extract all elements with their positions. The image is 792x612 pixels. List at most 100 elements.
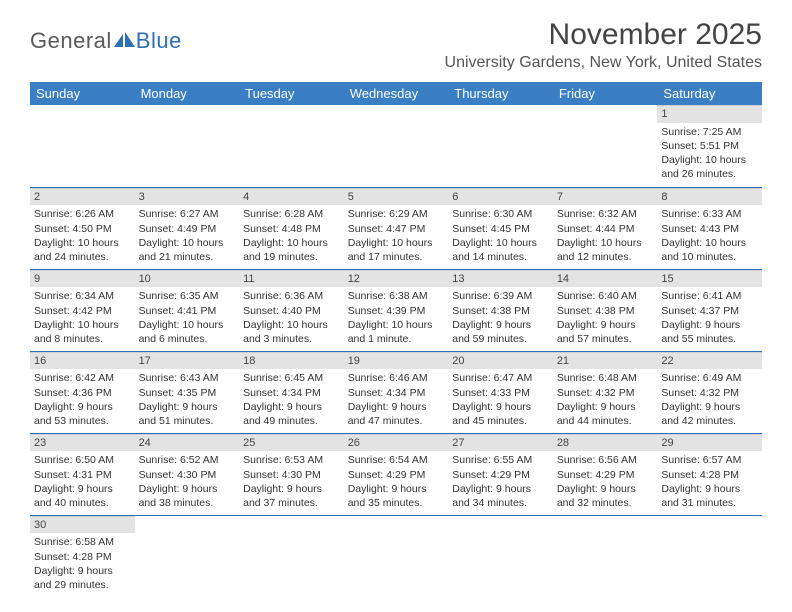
daylight-line-1: Daylight: 9 hours xyxy=(557,318,654,332)
daylight-line-2: and 1 minute. xyxy=(348,332,445,346)
daylight-line-2: and 59 minutes. xyxy=(452,332,549,346)
day-number: 18 xyxy=(239,352,344,370)
day-details: Sunrise: 6:38 AMSunset: 4:39 PMDaylight:… xyxy=(344,287,449,350)
calendar-cell: 4Sunrise: 6:28 AMSunset: 4:48 PMDaylight… xyxy=(239,187,344,269)
sunset-line: Sunset: 4:43 PM xyxy=(661,222,758,236)
day-number: 16 xyxy=(30,352,135,370)
day-number: 9 xyxy=(30,270,135,288)
daylight-line-2: and 53 minutes. xyxy=(34,414,131,428)
sunset-line: Sunset: 4:48 PM xyxy=(243,222,340,236)
calendar-cell: 17Sunrise: 6:43 AMSunset: 4:35 PMDayligh… xyxy=(135,351,240,433)
daylight-line-1: Daylight: 10 hours xyxy=(243,236,340,250)
calendar-week-row: 16Sunrise: 6:42 AMSunset: 4:36 PM Dayligh… xyxy=(30,351,762,433)
day-details: Sunrise: 6:48 AMSunset: 4:32 PMDaylight:… xyxy=(553,369,658,432)
sunrise-line: Sunrise: 6:36 AM xyxy=(243,289,340,303)
day-number: 20 xyxy=(448,352,553,370)
sunset-line: Sunset: 4:49 PM xyxy=(139,222,236,236)
day-header-row: Sunday Monday Tuesday Wednesday Thursday… xyxy=(30,82,762,105)
calendar-cell: 24Sunrise: 6:52 AMSunset: 4:30 PMDayligh… xyxy=(135,433,240,515)
calendar-week-row: 30Sunrise: 6:58 AMSunset: 4:28 PMDayligh… xyxy=(30,515,762,597)
day-details: Sunrise: 6:55 AMSunset: 4:29 PMDaylight:… xyxy=(448,451,553,514)
daylight-line-2: and 32 minutes. xyxy=(557,496,654,510)
day-number: 14 xyxy=(553,270,658,288)
day-number: 24 xyxy=(135,434,240,452)
day-details: Sunrise: 6:45 AMSunset: 4:34 PMDaylight:… xyxy=(239,369,344,432)
daylight-line-2: and 57 minutes. xyxy=(557,332,654,346)
calendar-cell: 12Sunrise: 6:38 AMSunset: 4:39 PMDayligh… xyxy=(344,269,449,351)
daylight-line-2: and 51 minutes. xyxy=(139,414,236,428)
calendar-cell: 19Sunrise: 6:46 AMSunset: 4:34 PMDayligh… xyxy=(344,351,449,433)
daylight-line-1: Daylight: 9 hours xyxy=(34,564,131,578)
day-number: 30 xyxy=(30,516,135,534)
day-details: Sunrise: 6:58 AMSunset: 4:28 PMDaylight:… xyxy=(30,533,135,596)
sunrise-line: Sunrise: 6:58 AM xyxy=(34,535,131,549)
day-details: Sunrise: 6:47 AMSunset: 4:33 PMDaylight:… xyxy=(448,369,553,432)
col-header: Wednesday xyxy=(344,82,449,105)
calendar-cell: 22Sunrise: 6:49 AMSunset: 4:32 PMDayligh… xyxy=(657,351,762,433)
day-details: Sunrise: 6:28 AMSunset: 4:48 PMDaylight:… xyxy=(239,205,344,268)
sunset-line: Sunset: 4:47 PM xyxy=(348,222,445,236)
daylight-line-2: and 40 minutes. xyxy=(34,496,131,510)
sunset-line: Sunset: 4:40 PM xyxy=(243,304,340,318)
day-number: 13 xyxy=(448,270,553,288)
calendar-cell: 1Sunrise: 7:25 AMSunset: 5:51 PMDaylight… xyxy=(657,105,762,187)
day-details: Sunrise: 6:50 AMSunset: 4:31 PMDaylight:… xyxy=(30,451,135,514)
calendar-cell xyxy=(135,515,240,597)
daylight-line-2: and 14 minutes. xyxy=(452,250,549,264)
daylight-line-1: Daylight: 9 hours xyxy=(661,400,758,414)
daylight-line-2: and 19 minutes. xyxy=(243,250,340,264)
daylight-line-2: and 55 minutes. xyxy=(661,332,758,346)
daylight-line-2: and 44 minutes. xyxy=(557,414,654,428)
calendar-cell: 11Sunrise: 6:36 AMSunset: 4:40 PMDayligh… xyxy=(239,269,344,351)
calendar-cell xyxy=(239,515,344,597)
calendar-cell: 8Sunrise: 6:33 AMSunset: 4:43 PMDaylight… xyxy=(657,187,762,269)
daylight-line-2: and 47 minutes. xyxy=(348,414,445,428)
sunset-line: Sunset: 4:30 PM xyxy=(139,468,236,482)
daylight-line-1: Daylight: 9 hours xyxy=(661,482,758,496)
calendar-cell xyxy=(344,515,449,597)
daylight-line-1: Daylight: 10 hours xyxy=(661,236,758,250)
sunset-line: Sunset: 4:28 PM xyxy=(661,468,758,482)
calendar-cell: 30Sunrise: 6:58 AMSunset: 4:28 PMDayligh… xyxy=(30,515,135,597)
daylight-line-2: and 34 minutes. xyxy=(452,496,549,510)
daylight-line-1: Daylight: 10 hours xyxy=(452,236,549,250)
day-details: Sunrise: 6:30 AMSunset: 4:45 PMDaylight:… xyxy=(448,205,553,268)
daylight-line-1: Daylight: 9 hours xyxy=(661,318,758,332)
day-number: 1 xyxy=(657,105,762,123)
daylight-line-1: Daylight: 9 hours xyxy=(452,400,549,414)
sunset-line: Sunset: 4:35 PM xyxy=(139,386,236,400)
calendar-week-row: 2Sunrise: 6:26 AMSunset: 4:50 PMDaylight… xyxy=(30,187,762,269)
day-number: 29 xyxy=(657,434,762,452)
day-details: Sunrise: 7:25 AMSunset: 5:51 PMDaylight:… xyxy=(657,123,762,186)
sunrise-line: Sunrise: 6:28 AM xyxy=(243,207,340,221)
col-header: Thursday xyxy=(448,82,553,105)
sunrise-line: Sunrise: 6:27 AM xyxy=(139,207,236,221)
sunset-line: Sunset: 4:50 PM xyxy=(34,222,131,236)
daylight-line-1: Daylight: 9 hours xyxy=(139,482,236,496)
daylight-line-2: and 29 minutes. xyxy=(34,578,131,592)
daylight-line-1: Daylight: 9 hours xyxy=(139,400,236,414)
day-number: 19 xyxy=(344,352,449,370)
daylight-line-2: and 8 minutes. xyxy=(34,332,131,346)
sunset-line: Sunset: 4:36 PM xyxy=(34,386,131,400)
daylight-line-2: and 24 minutes. xyxy=(34,250,131,264)
sunset-line: Sunset: 4:34 PM xyxy=(348,386,445,400)
day-number: 7 xyxy=(553,188,658,206)
daylight-line-2: and 12 minutes. xyxy=(557,250,654,264)
calendar-cell: 26Sunrise: 6:54 AMSunset: 4:29 PMDayligh… xyxy=(344,433,449,515)
day-number: 10 xyxy=(135,270,240,288)
calendar-cell xyxy=(344,105,449,187)
daylight-line-1: Daylight: 10 hours xyxy=(34,236,131,250)
col-header: Tuesday xyxy=(239,82,344,105)
sunrise-line: Sunrise: 6:50 AM xyxy=(34,453,131,467)
sunrise-line: Sunrise: 6:42 AM xyxy=(34,371,131,385)
sunset-line: Sunset: 4:41 PM xyxy=(139,304,236,318)
day-details: Sunrise: 6:34 AMSunset: 4:42 PMDaylight:… xyxy=(30,287,135,350)
day-details: Sunrise: 6:57 AMSunset: 4:28 PMDaylight:… xyxy=(657,451,762,514)
day-details: Sunrise: 6:53 AMSunset: 4:30 PMDaylight:… xyxy=(239,451,344,514)
day-details: Sunrise: 6:32 AMSunset: 4:44 PMDaylight:… xyxy=(553,205,658,268)
daylight-line-2: and 17 minutes. xyxy=(348,250,445,264)
sunrise-line: Sunrise: 6:47 AM xyxy=(452,371,549,385)
sunrise-line: Sunrise: 6:48 AM xyxy=(557,371,654,385)
day-number: 4 xyxy=(239,188,344,206)
